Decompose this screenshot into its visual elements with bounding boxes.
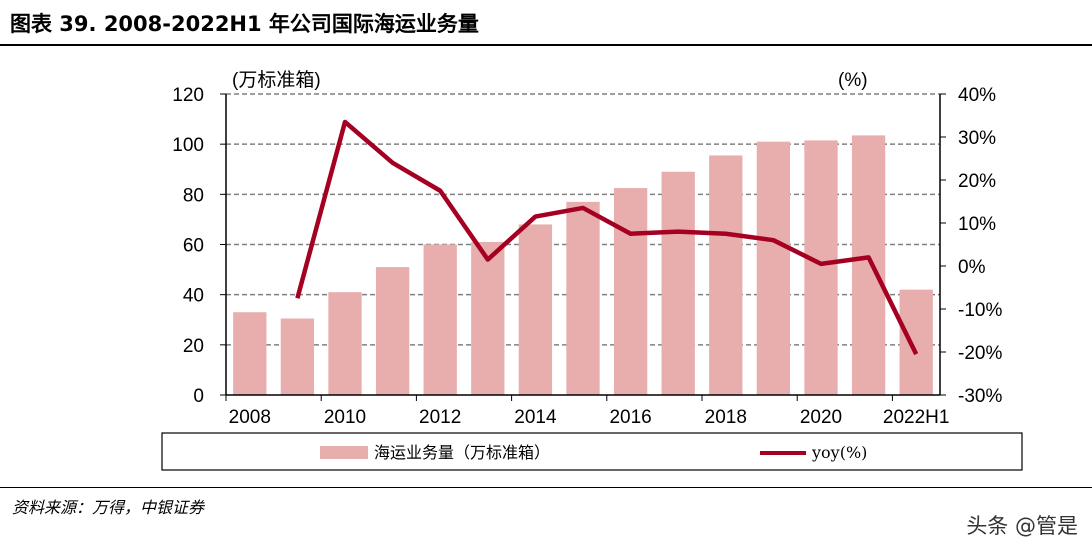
- legend: [161, 432, 1023, 471]
- right-tick-label: 30%: [958, 128, 996, 149]
- x-tick-label: 2010: [324, 407, 366, 428]
- left-tick-label: 40: [183, 286, 204, 307]
- right-tick-label: -10%: [958, 300, 1002, 321]
- bar-2019: [756, 141, 791, 395]
- right-tick-label: 20%: [958, 171, 996, 192]
- bar-2022H1: [899, 289, 933, 395]
- bar-2014: [518, 224, 553, 395]
- bar-2015: [566, 201, 600, 395]
- bar-2013: [471, 241, 505, 395]
- bar-2016: [613, 188, 648, 395]
- legend-swatch-bar: [320, 446, 368, 459]
- right-tick-label: 0%: [958, 257, 986, 278]
- bar-2017: [661, 171, 695, 395]
- bar-2018: [709, 155, 743, 395]
- x-tick-label: 2020: [800, 407, 842, 428]
- right-axis-unit: (%): [838, 70, 868, 91]
- watermark: 头条 @管是: [966, 514, 1078, 538]
- source-divider: [0, 487, 1092, 488]
- x-tick-label: 2008: [229, 407, 271, 428]
- bar-2020: [804, 140, 838, 395]
- title-divider: [0, 44, 1092, 46]
- left-tick-label: 0: [193, 386, 204, 407]
- left-tick-label: 120: [172, 85, 204, 106]
- left-tick-label: 60: [183, 236, 204, 257]
- figure-title: 图表 39. 2008-2022H1 年公司国际海运业务量: [10, 12, 479, 36]
- right-tick-label: 40%: [958, 85, 996, 106]
- bar-2011: [375, 267, 410, 395]
- left-tick-label: 20: [183, 336, 204, 357]
- left-tick-label: 80: [183, 185, 204, 206]
- left-axis-unit: (万标准箱): [232, 69, 321, 91]
- bar-2010: [328, 292, 362, 395]
- right-tick-label: -30%: [958, 386, 1002, 407]
- source-note: 资料来源：万得，中银证券: [12, 498, 205, 517]
- x-tick-label: 2022H1: [883, 407, 950, 428]
- x-tick-label: 2016: [609, 407, 651, 428]
- legend-label-line: yoy(%): [811, 443, 867, 462]
- left-tick-label: 100: [172, 135, 204, 156]
- right-tick-label: 10%: [958, 214, 996, 235]
- legend-label-bar: 海运业务量（万标准箱）: [374, 443, 550, 462]
- x-tick-label: 2014: [514, 407, 557, 428]
- x-tick-label: 2018: [705, 407, 747, 428]
- bar-2021: [851, 135, 886, 395]
- x-tick-label: 2012: [419, 407, 461, 428]
- right-tick-label: -20%: [958, 343, 1002, 364]
- yoy-line: [295, 119, 919, 356]
- bar-2012: [423, 244, 457, 395]
- bar-2008: [233, 312, 267, 395]
- bar-2009: [280, 318, 315, 395]
